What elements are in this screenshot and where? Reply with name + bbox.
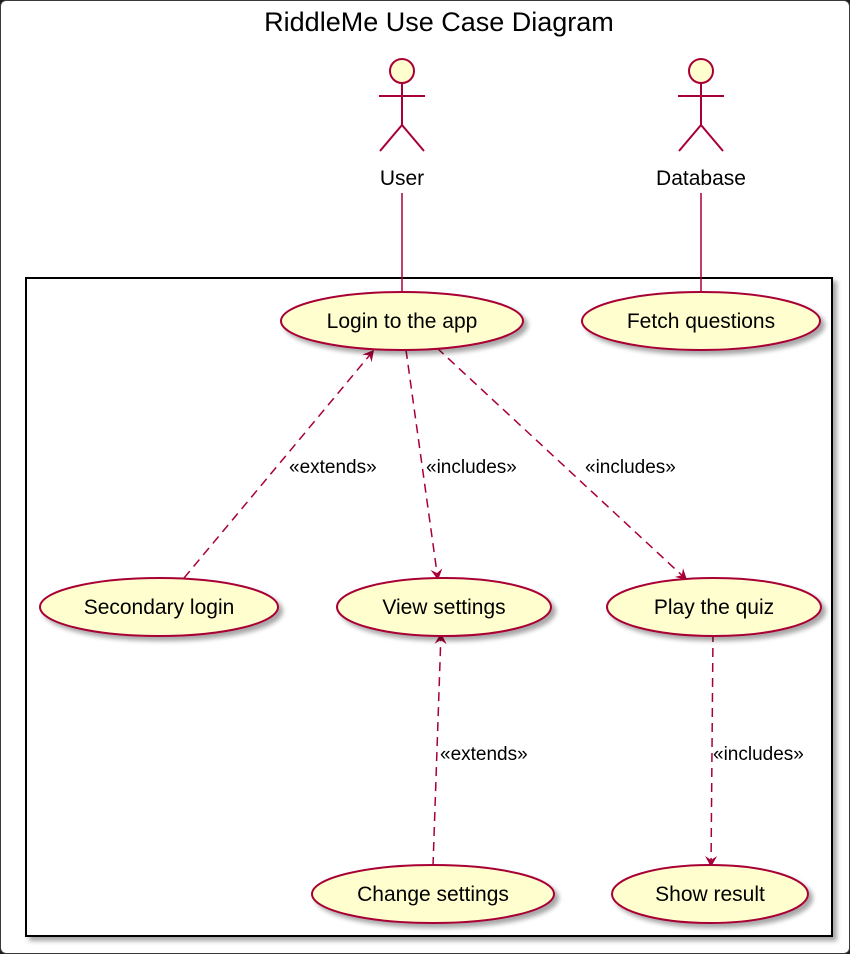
- actor-database-head-icon: [688, 58, 714, 84]
- relation-label-extends-login: «extends»: [289, 457, 377, 478]
- actor-user: [379, 58, 425, 152]
- usecase-fetch: Fetch questions: [581, 291, 821, 351]
- actor-database: [678, 58, 724, 152]
- usecase-change-label: Change settings: [357, 883, 509, 906]
- relation-label-includes-view: «includes»: [426, 457, 517, 478]
- actor-user-name: User: [380, 167, 424, 190]
- usecase-play: Play the quiz: [606, 577, 822, 637]
- usecase-fetch-label: Fetch questions: [627, 310, 775, 333]
- diagram-title: RiddleMe Use Case Diagram: [264, 7, 614, 37]
- actor-database-name: Database: [656, 167, 746, 190]
- relation-label-includes-result: «includes»: [713, 744, 804, 765]
- usecase-secondary-label: Secondary login: [84, 596, 235, 619]
- relation-label-extends-view: «extends»: [440, 744, 528, 765]
- relation-play-includes-result: [705, 632, 718, 868]
- relation-login-includes-play: [436, 347, 688, 581]
- usecase-change: Change settings: [311, 864, 555, 924]
- usecase-result-label: Show result: [655, 883, 765, 906]
- usecase-secondary: Secondary login: [39, 577, 279, 637]
- usecase-login-label: Login to the app: [327, 310, 478, 333]
- relation-label-includes-play: «includes»: [585, 457, 676, 478]
- usecase-play-label: Play the quiz: [654, 596, 774, 619]
- relation-login-includes-view: [405, 349, 443, 581]
- relation-change-extends-view: [432, 632, 447, 867]
- actor-user-head-icon: [389, 58, 415, 84]
- relation-secondary-extends-login: [183, 349, 375, 579]
- usecase-view: View settings: [336, 577, 552, 637]
- usecase-view-label: View settings: [382, 596, 505, 619]
- usecase-login: Login to the app: [280, 291, 524, 351]
- usecase-result: Show result: [611, 864, 809, 924]
